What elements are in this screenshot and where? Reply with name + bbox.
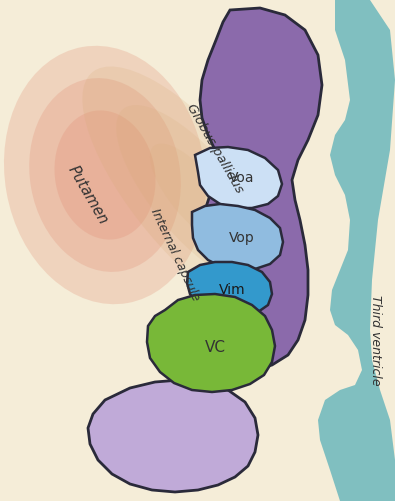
Text: Globus pallidus: Globus pallidus — [184, 101, 246, 195]
Text: Third ventricle: Third ventricle — [369, 295, 382, 385]
Text: Vim: Vim — [219, 283, 245, 297]
Polygon shape — [195, 147, 282, 208]
Ellipse shape — [116, 105, 274, 285]
Polygon shape — [147, 294, 275, 392]
Polygon shape — [88, 380, 258, 492]
Polygon shape — [187, 262, 272, 316]
Ellipse shape — [150, 144, 240, 246]
Text: Internal capsule: Internal capsule — [148, 207, 202, 303]
Polygon shape — [192, 204, 283, 270]
Polygon shape — [198, 8, 322, 370]
Text: Voa: Voa — [229, 171, 255, 185]
Text: Putamen: Putamen — [65, 163, 111, 227]
Ellipse shape — [55, 110, 156, 239]
Text: VC: VC — [205, 341, 226, 356]
Ellipse shape — [4, 46, 206, 304]
Ellipse shape — [82, 67, 308, 324]
Ellipse shape — [29, 78, 181, 272]
Polygon shape — [318, 0, 395, 501]
Text: Vop: Vop — [229, 231, 255, 245]
